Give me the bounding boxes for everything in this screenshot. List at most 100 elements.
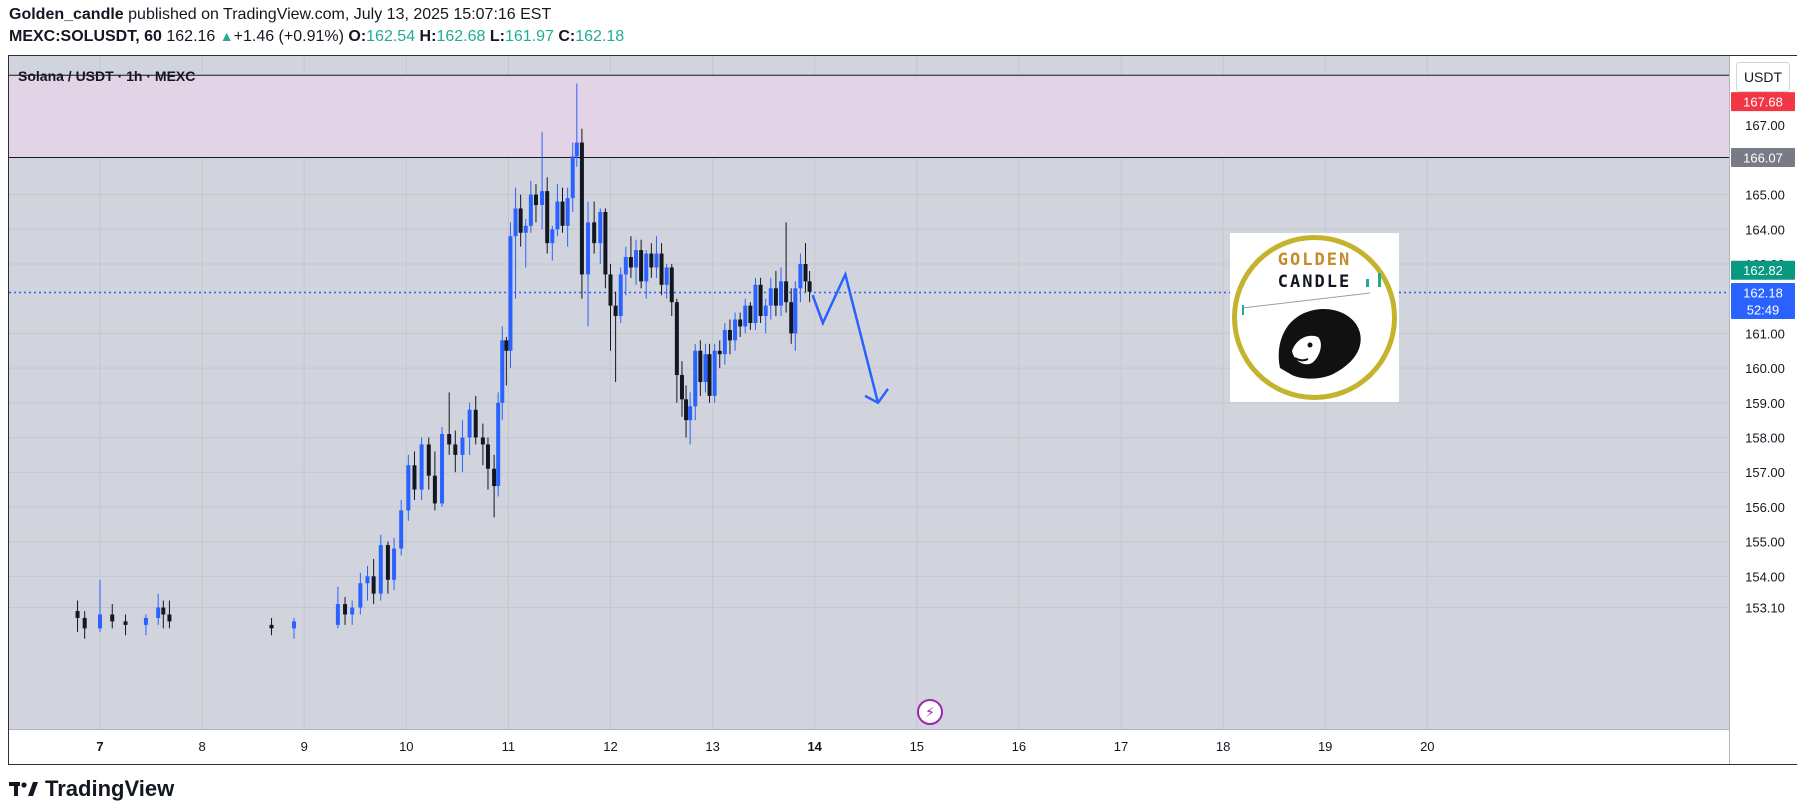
candle: [712, 343, 717, 403]
price-axis[interactable]: [1730, 56, 1797, 764]
candle-body: [803, 264, 808, 282]
candle-body: [639, 250, 644, 282]
y-tick-label: 167.00: [1745, 118, 1785, 133]
candle: [291, 617, 296, 639]
candle: [143, 614, 148, 636]
resistance-zone: [9, 75, 1729, 158]
candle: [703, 343, 708, 393]
candle: [343, 597, 348, 625]
candle-body: [399, 510, 404, 549]
candle-body: [693, 350, 698, 407]
author-name[interactable]: Golden_candle: [9, 6, 124, 23]
candle: [467, 402, 472, 455]
candle-body: [110, 614, 115, 622]
candle: [161, 600, 166, 629]
price-chart[interactable]: 168.00167.00165.00164.00163.00161.00160.…: [9, 56, 1797, 764]
candle: [674, 298, 679, 403]
candle: [659, 243, 664, 296]
candle-body: [419, 444, 424, 490]
candle-body: [758, 284, 763, 317]
price-label-value: 162.18: [1743, 285, 1783, 300]
low-value: 161.97: [504, 28, 554, 45]
candle-body: [412, 465, 417, 490]
candle: [644, 250, 649, 299]
price-label-bg: [1731, 282, 1795, 319]
candle: [773, 270, 778, 317]
candle-body: [763, 305, 768, 317]
candle-body: [768, 288, 773, 306]
candle: [447, 392, 452, 455]
candle-body: [426, 444, 431, 476]
candle: [628, 236, 633, 278]
candle-body: [371, 576, 376, 594]
y-tick-label: 160.00: [1745, 361, 1785, 376]
candle: [432, 451, 437, 511]
footer-brand: TradingView: [45, 776, 175, 801]
projection-arrowhead: [864, 388, 890, 405]
y-tick-label: 156.00: [1745, 500, 1785, 515]
pane-title: Solana / USDT · 1h · MEXC: [18, 68, 195, 84]
candle-body: [722, 329, 727, 355]
candle-body: [500, 340, 505, 403]
candle: [634, 239, 639, 285]
price-label-blue: 162.18 52:49: [1731, 282, 1795, 319]
tradingview-footer[interactable]: TradingView: [9, 776, 174, 802]
candle-body: [712, 350, 717, 396]
candle: [565, 187, 570, 247]
candle-body: [738, 319, 743, 327]
y-tick-label: 153.10: [1745, 601, 1785, 616]
candle: [789, 288, 794, 344]
x-tick-label: 16: [1012, 739, 1026, 754]
tradingview-logo-icon: [9, 782, 38, 796]
candle-body: [82, 617, 87, 629]
candle-body: [161, 607, 166, 615]
candle-body: [586, 222, 591, 275]
candle-body: [654, 253, 659, 268]
candle-body: [545, 191, 550, 244]
candle: [664, 264, 669, 299]
candle: [167, 600, 172, 629]
candle-body: [579, 142, 584, 275]
candle: [440, 427, 445, 507]
lightning-icon[interactable]: ⚡: [917, 699, 943, 725]
candle: [335, 586, 340, 629]
candle: [350, 600, 355, 625]
close-value: 162.18: [575, 28, 625, 45]
candle: [618, 267, 623, 323]
candle-body: [358, 583, 363, 608]
candle: [371, 558, 376, 605]
candle-body: [560, 201, 565, 226]
candle: [784, 222, 789, 313]
candle: [763, 298, 768, 334]
price-label-countdown: 52:49: [1747, 302, 1780, 317]
candle-body: [628, 257, 633, 268]
candle-body: [143, 617, 148, 625]
low-label: L:: [489, 28, 505, 45]
candle-body: [644, 253, 649, 282]
high-value: 162.68: [436, 28, 486, 45]
candle-body: [508, 236, 513, 351]
candle-body: [473, 409, 478, 438]
price-label-gray: 166.07: [1731, 147, 1795, 167]
candle-body: [392, 548, 397, 580]
price-label-red: 167.68: [1731, 92, 1795, 112]
candle: [603, 208, 608, 289]
candle: [574, 83, 579, 167]
candle-body: [533, 194, 538, 206]
candle-body: [753, 284, 758, 323]
candle: [693, 343, 698, 421]
candle: [613, 291, 618, 382]
candle-body: [698, 350, 703, 382]
candle: [560, 187, 565, 233]
candle-body: [492, 468, 497, 487]
candle-body: [618, 274, 623, 317]
candle-body: [432, 475, 437, 504]
time-axis[interactable]: [9, 730, 1729, 764]
candle-body: [518, 208, 523, 233]
currency-button[interactable]: USDT: [1736, 62, 1790, 92]
candle-body: [798, 264, 803, 289]
candle: [399, 499, 404, 556]
candle-body: [496, 402, 501, 487]
lion-head-icon: [1278, 309, 1361, 379]
candle-body: [664, 267, 669, 285]
